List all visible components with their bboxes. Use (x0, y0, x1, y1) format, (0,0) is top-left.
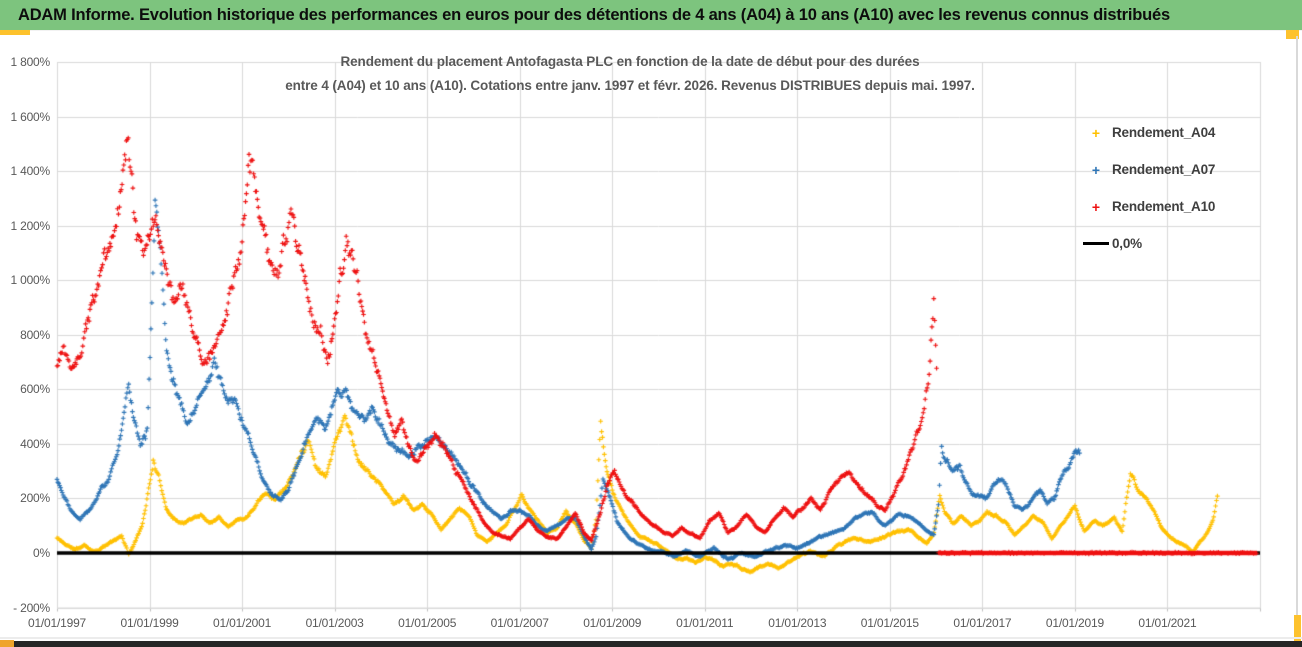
x-axis-tick-label: 01/01/2021 (1138, 616, 1197, 630)
y-axis-tick-label: 600% (20, 382, 50, 397)
x-axis-tick-label: 01/01/2017 (953, 616, 1012, 630)
x-axis-tick-label: 01/01/2003 (305, 616, 364, 630)
x-axis-tick-label: 01/01/2011 (676, 616, 734, 630)
legend-item-0-0-: 0,0% (1083, 225, 1263, 262)
y-axis-tick-label: 400% (20, 436, 50, 451)
plus-marker-icon: + (1091, 124, 1101, 141)
x-axis-tick-label: 01/01/2005 (398, 616, 457, 630)
x-axis-tick-label: 01/01/1997 (27, 616, 87, 630)
legend-label: Rendement_A04 (1112, 125, 1216, 140)
window-header-bar: ADAM Informe. Evolution historique des p… (0, 0, 1302, 31)
legend-item-rendement-a04: + Rendement_A04 (1083, 114, 1263, 151)
legend-label: Rendement_A07 (1112, 162, 1216, 177)
y-axis-tick-label: 1 200% (10, 218, 51, 233)
y-axis-tick-label: 1 800% (10, 55, 51, 70)
zero-line-swatch-icon (1083, 241, 1109, 246)
legend-item-rendement-a10: + Rendement_A10 (1083, 188, 1263, 225)
window-bottom-bar (0, 641, 1302, 647)
x-axis-tick-label: 01/01/2019 (1045, 616, 1104, 630)
y-axis-tick-label: - 200% (13, 600, 50, 615)
chart-title-line2: entre 4 (A04) et 10 ans (A10). Cotations… (285, 78, 975, 93)
legend-item-rendement-a07: + Rendement_A07 (1083, 151, 1263, 188)
y-axis-tick-label: 1 600% (10, 109, 51, 124)
window-header-title: ADAM Informe. Evolution historique des p… (18, 5, 1170, 24)
y-axis-tick-label: 200% (20, 491, 50, 506)
window-right-edge (1296, 36, 1298, 638)
legend-label: 0,0% (1112, 236, 1142, 251)
chart-title: Rendement du placement Antofagasta PLC e… (120, 50, 1140, 98)
y-axis-tick-label: 1 400% (10, 164, 51, 179)
gold-accent-left (0, 30, 30, 35)
chart-legend: + Rendement_A04 + Rendement_A07 + Rendement_A… (1083, 114, 1263, 262)
y-axis-tick-label: 1 000% (10, 273, 51, 288)
legend-label: Rendement_A10 (1112, 199, 1216, 214)
chart-title-line1: Rendement du placement Antofagasta PLC e… (340, 54, 920, 69)
gold-scroll-thumb[interactable] (1294, 615, 1301, 641)
gold-accent-right (1286, 30, 1299, 39)
x-axis-tick-label: 01/01/2013 (768, 616, 827, 630)
y-axis-tick-label: 0% (33, 546, 50, 560)
x-axis-tick-label: 01/01/2001 (213, 616, 272, 630)
y-axis-tick-label: 800% (20, 327, 50, 342)
x-axis-tick-label: 01/01/1999 (120, 616, 179, 630)
x-axis-tick-label: 01/01/2007 (490, 616, 549, 630)
bottom-divider (0, 637, 1302, 639)
bottom-left-accent (0, 640, 14, 647)
plus-marker-icon: + (1091, 198, 1101, 215)
x-axis-tick-label: 01/01/2015 (860, 616, 919, 630)
plus-marker-icon: + (1091, 161, 1101, 178)
x-axis-tick-label: 01/01/2009 (583, 616, 642, 630)
